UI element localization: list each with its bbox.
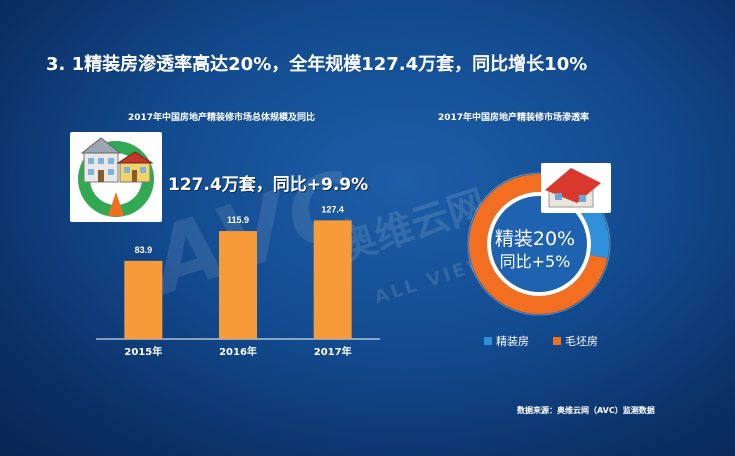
house-illustration-icon xyxy=(70,132,162,222)
legend-swatch-finished xyxy=(484,337,492,345)
bar-category-label-1: 2016年 xyxy=(219,345,257,358)
house-roof-icon xyxy=(541,163,611,213)
donut-center-disc xyxy=(491,196,587,292)
bar-value-label-0: 83.9 xyxy=(135,245,153,255)
pie-center-main: 精装20% xyxy=(494,228,576,250)
slide-title: 3. 1精装房渗透率高达20%，全年规模127.4万套，同比增长10% xyxy=(46,54,588,75)
legend-item-rough: 毛坯房 xyxy=(553,333,598,349)
highlight-text: 127.4万套，同比+9.9% xyxy=(168,175,369,195)
legend-label-rough: 毛坯房 xyxy=(565,335,598,348)
bar-2 xyxy=(313,220,352,339)
bar-chart-title: 2017年中国房地产精装修市场总体规模及同比 xyxy=(128,113,316,123)
pie-center-sub: 同比+5% xyxy=(499,252,571,271)
legend-swatch-rough xyxy=(553,337,561,345)
bar-category-label-2: 2017年 xyxy=(314,345,352,358)
legend-label-finished: 精装房 xyxy=(496,335,529,348)
bar-1 xyxy=(219,231,257,339)
data-source: 数据来源：奥维云网（AVC）监测数据 xyxy=(517,406,655,415)
donut-outer-rim xyxy=(467,172,611,316)
bar-value-label-2: 127.4 xyxy=(321,204,344,214)
bar-0 xyxy=(124,260,163,339)
legend-item-finished: 精装房 xyxy=(484,333,529,349)
bar-category-label-0: 2015年 xyxy=(124,345,162,358)
bar-value-label-1: 115.9 xyxy=(227,215,249,225)
pie-chart-title: 2017年中国房地产精装修市场渗透率 xyxy=(438,113,590,123)
